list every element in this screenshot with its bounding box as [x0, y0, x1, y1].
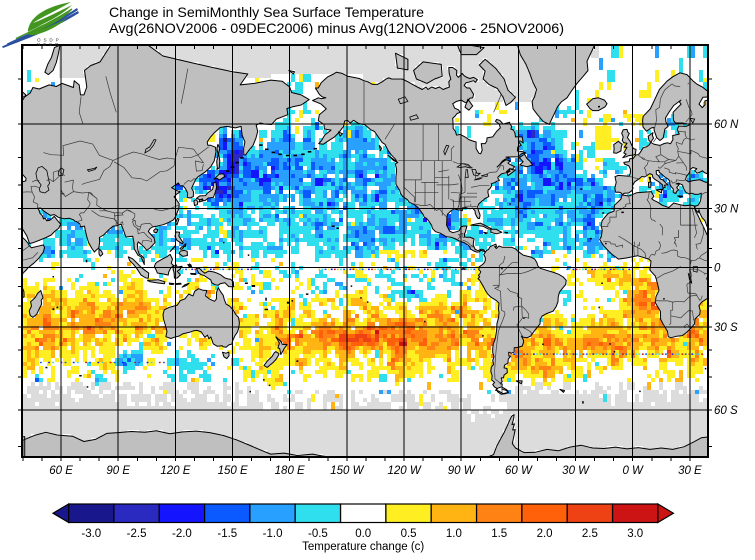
svg-text:60 E: 60 E [49, 465, 73, 477]
svg-text:-3.0: -3.0 [81, 528, 101, 540]
svg-text:0.0: 0.0 [355, 528, 371, 540]
svg-text:30 E: 30 E [678, 465, 702, 477]
svg-text:60 S: 60 S [714, 405, 738, 417]
svg-text:-1.0: -1.0 [263, 528, 283, 540]
svg-text:0 W: 0 W [622, 465, 644, 477]
svg-text:150 E: 150 E [218, 465, 248, 477]
svg-text:OSDP: OSDP [37, 38, 62, 43]
svg-text:Avg(26NOV2006 - 09DEC2006) min: Avg(26NOV2006 - 09DEC2006) minus Avg(12N… [109, 20, 564, 36]
svg-text:1.0: 1.0 [446, 528, 462, 540]
svg-text:-2.0: -2.0 [172, 528, 192, 540]
svg-text:-2.5: -2.5 [127, 528, 147, 540]
svg-text:0.5: 0.5 [401, 528, 417, 540]
svg-text:-1.5: -1.5 [217, 528, 237, 540]
svg-text:0: 0 [714, 262, 721, 274]
svg-text:3.0: 3.0 [627, 528, 643, 540]
svg-text:90 E: 90 E [106, 465, 130, 477]
svg-text:2.5: 2.5 [582, 528, 598, 540]
svg-text:Change in SemiMonthly Sea Surf: Change in SemiMonthly Sea Surface Temper… [109, 4, 424, 20]
svg-text:1.5: 1.5 [491, 528, 507, 540]
svg-text:120 W: 120 W [387, 465, 421, 477]
svg-text:30 S: 30 S [714, 322, 738, 334]
svg-text:90 W: 90 W [448, 465, 476, 477]
svg-text:120 E: 120 E [160, 465, 190, 477]
svg-text:150 W: 150 W [330, 465, 364, 477]
svg-text:60 W: 60 W [505, 465, 533, 477]
svg-text:NESD: NESD [37, 42, 61, 47]
svg-text:30 W: 30 W [562, 465, 590, 477]
svg-text:2.0: 2.0 [537, 528, 553, 540]
svg-text:-0.5: -0.5 [308, 528, 328, 540]
svg-text:180 E: 180 E [275, 465, 305, 477]
svg-text:60 N: 60 N [714, 119, 739, 131]
svg-text:30 N: 30 N [714, 203, 739, 215]
svg-text:Temperature change (c): Temperature change (c) [302, 541, 424, 553]
